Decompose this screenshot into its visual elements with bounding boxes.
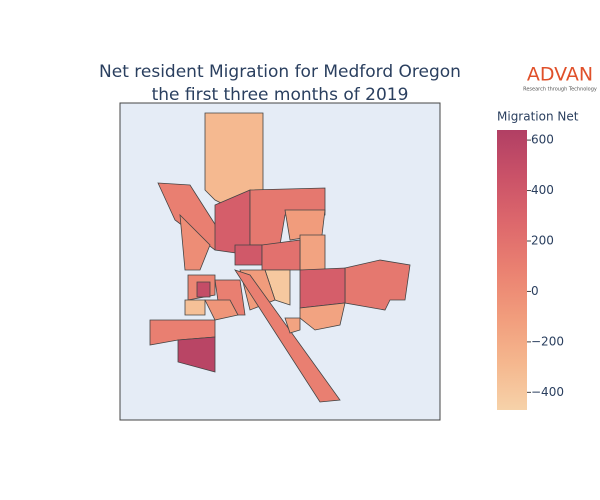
region [234, 269, 341, 403]
colorbar-tick-label: 400 [531, 183, 554, 197]
colorbar-tick-label: 200 [531, 233, 554, 247]
region [204, 299, 239, 321]
region [179, 213, 211, 271]
colorbar [497, 130, 527, 410]
logo: ADVAN [527, 64, 593, 86]
regions [149, 112, 411, 403]
title-line: the first three months of 2019 [152, 85, 409, 105]
colorbar-ticks: 600 400 200 0 −200 −400 [527, 133, 564, 399]
colorbar-tick-label: 0 [531, 284, 539, 298]
region [344, 259, 411, 311]
region [196, 281, 211, 298]
title-line: Net resident Migration for Medford Orego… [99, 62, 461, 82]
logo-tagline: Research through Technology [523, 87, 597, 93]
region [261, 239, 301, 271]
region [299, 267, 346, 309]
region [299, 302, 346, 331]
colorbar-tick-label: −400 [531, 385, 564, 399]
region [284, 317, 301, 334]
region [184, 299, 206, 316]
region [234, 244, 263, 266]
colorbar-tick-label: −200 [531, 334, 564, 348]
region [177, 336, 216, 373]
colorbar-tick-label: 600 [531, 133, 554, 147]
colorbar-title: Migration Net [497, 110, 579, 124]
region [299, 234, 326, 271]
